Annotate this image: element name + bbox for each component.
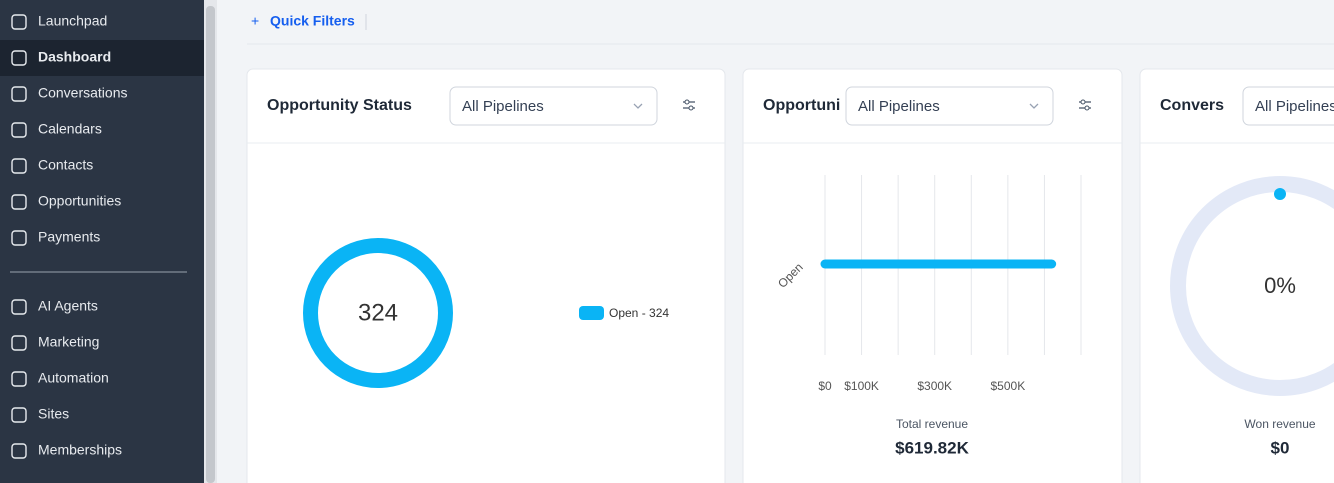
menu-item[interactable]: Sites: [38, 406, 69, 422]
card-title: Opportunity Status: [267, 97, 412, 114]
pipeline-select[interactable]: [449, 86, 658, 126]
menu-item[interactable]: AI Agents: [38, 298, 98, 314]
menu-icon: [11, 335, 27, 351]
summary-label: Total revenue: [896, 417, 968, 431]
pipeline-select-label[interactable]: All Pipelines: [1255, 98, 1334, 115]
menu-item[interactable]: Dashboard: [38, 49, 111, 65]
summary-value: $619.82K: [895, 438, 969, 457]
card: [742, 68, 1123, 483]
menu-icon: [11, 371, 27, 387]
pipeline-select[interactable]: [1242, 86, 1334, 126]
filter-knob: [684, 99, 690, 105]
menu-icon: [11, 230, 27, 246]
progress-track: [1170, 176, 1334, 396]
menu-item[interactable]: Conversations: [38, 85, 128, 101]
quick-filters[interactable]: Quick Filters: [270, 13, 355, 29]
menu-item[interactable]: Payments: [38, 229, 100, 245]
x-tick-label: $100K: [844, 379, 879, 393]
active-row: [0, 40, 204, 76]
summary-label: Won revenue: [1244, 417, 1315, 431]
chevron: [633, 103, 643, 109]
menu-item[interactable]: Opportunities: [38, 193, 121, 209]
sidebar: [0, 0, 204, 483]
menu-icon: [11, 50, 27, 66]
filter-knob: [1080, 99, 1086, 105]
menu-icon: [11, 443, 27, 459]
progress-label: 0%: [1264, 273, 1296, 298]
legend-label: Open - 324: [609, 306, 669, 320]
menu-item[interactable]: Launchpad: [38, 13, 107, 29]
filter-knob: [1084, 105, 1090, 111]
menu-item[interactable]: Automation: [38, 370, 109, 386]
chevron: [1029, 103, 1039, 109]
cards: Opportunity Status All Pipelines Open - 32…: [246, 68, 1334, 483]
menu-icon: [11, 194, 27, 210]
donut-segment: [303, 238, 453, 388]
menu-icon: [11, 14, 27, 30]
sidebar-menu: Launchpad Dashboard Conversations Calendars…: [0, 13, 204, 459]
card-title: Opportuni: [763, 97, 840, 114]
x-tick-label: $0: [818, 379, 832, 393]
menu-icon: [11, 86, 27, 102]
menu-icon: [11, 407, 27, 423]
pipeline-select[interactable]: [845, 86, 1054, 126]
filter-knob: [688, 105, 694, 111]
menu-item[interactable]: Calendars: [38, 121, 102, 137]
pipeline-select-label[interactable]: All Pipelines: [858, 98, 940, 115]
scrollbar-thumb[interactable]: [206, 6, 215, 483]
card: [1139, 68, 1334, 483]
menu-icon: [11, 299, 27, 315]
progress-marker: [1274, 188, 1286, 200]
x-tick-label: $300K: [917, 379, 952, 393]
summary-value: $0: [1271, 438, 1290, 457]
menu-item[interactable]: Contacts: [38, 157, 93, 173]
menu-item[interactable]: Marketing: [38, 334, 99, 350]
pipeline-select-label[interactable]: All Pipelines: [462, 98, 544, 115]
plus-icon: +: [251, 13, 259, 29]
legend-swatch: [579, 306, 604, 320]
x-tick-label: $500K: [991, 379, 1026, 393]
card-title: Convers: [1160, 97, 1224, 114]
menu-icon: [11, 122, 27, 138]
menu-item[interactable]: Memberships: [38, 442, 122, 458]
donut-center-label: 324: [358, 299, 398, 326]
menu-icon: [11, 158, 27, 174]
